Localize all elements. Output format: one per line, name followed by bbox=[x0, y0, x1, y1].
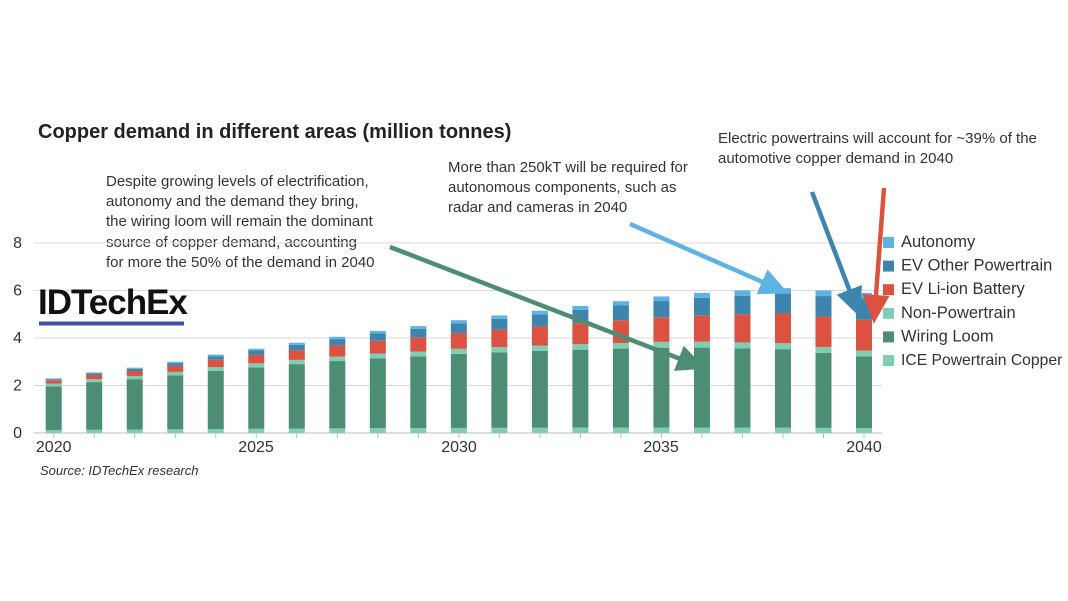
svg-text:Autonomy: Autonomy bbox=[901, 233, 976, 251]
svg-text:0: 0 bbox=[13, 425, 22, 442]
svg-text:4: 4 bbox=[13, 330, 22, 347]
svg-text:8: 8 bbox=[13, 235, 22, 252]
svg-text:Source: IDTechEx research: Source: IDTechEx research bbox=[40, 463, 198, 478]
svg-text:ICE Powertrain Copper: ICE Powertrain Copper bbox=[901, 352, 1062, 369]
svg-text:2020: 2020 bbox=[36, 439, 72, 456]
svg-text:IDTechEx: IDTechEx bbox=[38, 283, 188, 322]
svg-text:2040: 2040 bbox=[846, 439, 882, 456]
svg-text:6: 6 bbox=[13, 283, 22, 300]
svg-text:2035: 2035 bbox=[643, 439, 679, 456]
svg-text:EV Other Powertrain: EV Other Powertrain bbox=[901, 257, 1052, 275]
svg-text:Wiring Loom: Wiring Loom bbox=[901, 327, 994, 345]
svg-text:2030: 2030 bbox=[441, 439, 477, 456]
svg-text:EV Li-ion Battery: EV Li-ion Battery bbox=[901, 280, 1026, 298]
svg-text:2: 2 bbox=[13, 378, 22, 395]
svg-text:Non-Powertrain: Non-Powertrain bbox=[901, 304, 1016, 322]
svg-text:2025: 2025 bbox=[238, 439, 274, 456]
